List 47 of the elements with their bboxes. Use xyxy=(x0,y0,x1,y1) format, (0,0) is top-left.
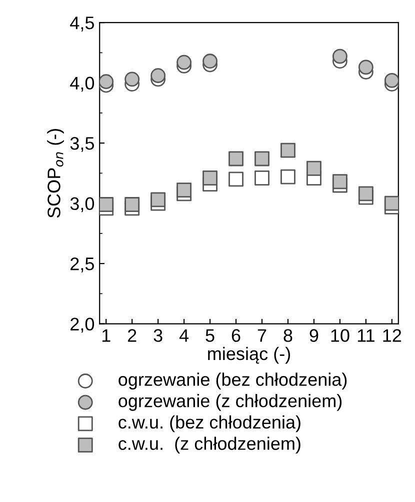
x-tick-label: 3 xyxy=(154,329,162,342)
x-tick-label: 5 xyxy=(206,329,214,342)
point xyxy=(358,186,374,202)
y-tick-label: 4,5 xyxy=(70,16,94,32)
point xyxy=(306,160,322,176)
y-tick-label: 3,0 xyxy=(70,197,94,212)
legend-label: c.w.u. (z chłodzeniem) xyxy=(118,436,300,454)
point xyxy=(100,74,114,90)
point xyxy=(202,54,218,69)
y-axis-title: SCOP$_{on}$ (-) xyxy=(47,128,64,218)
point xyxy=(384,196,398,211)
x-tick-label: 4 xyxy=(179,329,189,342)
x-tick-label: 6 xyxy=(232,329,240,342)
point xyxy=(100,197,114,212)
point xyxy=(358,60,374,75)
x-tick-label: 1 xyxy=(102,329,110,342)
x-tick-label: 11 xyxy=(358,329,374,342)
point xyxy=(150,68,166,84)
x-tick-label: 9 xyxy=(310,329,318,342)
point xyxy=(202,170,218,186)
y-tick-label: 2,5 xyxy=(70,257,94,272)
legend-label: c.w.u. (bez chłodzenia) xyxy=(118,415,300,432)
point xyxy=(384,72,398,88)
point xyxy=(254,151,270,166)
point xyxy=(228,172,244,187)
point xyxy=(332,48,348,64)
y-tick-label: 3,5 xyxy=(70,137,94,152)
x-tick-label: 7 xyxy=(258,329,266,342)
point xyxy=(124,197,140,212)
y-tick-label: 2,0 xyxy=(70,318,94,333)
x-tick-label: 8 xyxy=(284,329,292,342)
x-axis-title: miesiąc (-) xyxy=(208,346,290,364)
y-tick-label: 4,0 xyxy=(70,76,94,92)
point xyxy=(228,151,244,166)
point xyxy=(150,192,166,208)
legend-label: ogrzewanie (z chłodzeniem) xyxy=(118,394,342,411)
point xyxy=(124,72,140,87)
point xyxy=(176,54,192,70)
x-tick-label: 2 xyxy=(128,329,136,342)
point xyxy=(280,169,296,184)
legend-label: ogrzewanie (bez chłodzenia) xyxy=(118,372,347,390)
x-tick-label: 10 xyxy=(331,329,350,342)
point xyxy=(332,174,348,190)
point xyxy=(280,142,296,158)
point xyxy=(176,182,192,198)
x-tick-label: 12 xyxy=(383,329,402,342)
point xyxy=(254,170,270,186)
